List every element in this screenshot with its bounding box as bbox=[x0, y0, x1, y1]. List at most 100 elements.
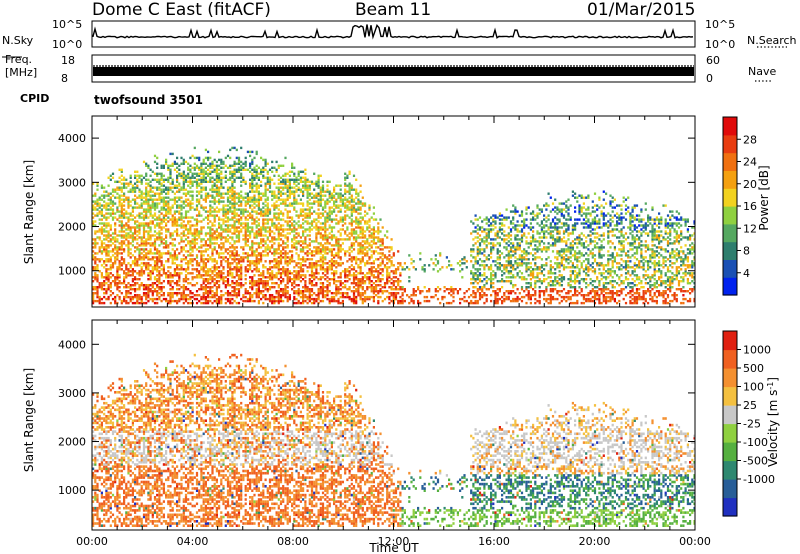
power-cell bbox=[244, 208, 247, 211]
power-cell bbox=[100, 286, 103, 289]
power-cell bbox=[299, 270, 302, 273]
power-cell bbox=[129, 228, 132, 231]
power-cell bbox=[251, 280, 254, 283]
power-cell bbox=[231, 274, 234, 277]
power-cell bbox=[293, 224, 296, 227]
power-cell bbox=[348, 278, 351, 281]
power-cell bbox=[394, 272, 398, 275]
power-cell bbox=[202, 238, 205, 241]
power-cell bbox=[308, 238, 311, 241]
power-cell bbox=[249, 234, 252, 237]
power-cell bbox=[215, 252, 218, 255]
power-cell bbox=[273, 192, 276, 195]
power-cell bbox=[324, 268, 327, 271]
power-cell bbox=[242, 299, 245, 303]
power-cell bbox=[319, 216, 322, 219]
power-cell bbox=[195, 242, 199, 245]
power-cell bbox=[302, 256, 305, 259]
power-cell bbox=[339, 288, 342, 291]
power-cell bbox=[246, 202, 249, 205]
power-cell bbox=[284, 286, 287, 289]
nsearch-bottom-tick: 10^0 bbox=[705, 38, 735, 51]
power-cell bbox=[295, 222, 298, 225]
power-cell bbox=[178, 210, 181, 213]
power-cell bbox=[200, 297, 203, 301]
power-cell bbox=[191, 182, 194, 185]
power-cell bbox=[321, 184, 325, 187]
power-cell bbox=[156, 297, 159, 301]
power-cell bbox=[297, 170, 300, 173]
power-cell bbox=[361, 294, 364, 297]
power-cell bbox=[184, 204, 188, 207]
power-cell bbox=[160, 218, 163, 221]
power-cell bbox=[240, 297, 243, 301]
power-cell bbox=[184, 216, 188, 219]
power-cell bbox=[324, 200, 327, 203]
power-cell bbox=[328, 200, 331, 203]
power-cell bbox=[162, 294, 165, 297]
power-cell bbox=[178, 242, 181, 245]
power-cell bbox=[251, 250, 254, 253]
power-cell bbox=[244, 226, 247, 229]
power-cell bbox=[240, 246, 243, 249]
power-cell bbox=[357, 242, 360, 245]
power-cell bbox=[198, 230, 201, 233]
power-cell bbox=[266, 238, 269, 241]
power-cell bbox=[156, 178, 159, 181]
power-cell bbox=[184, 224, 188, 227]
power-cell bbox=[198, 158, 201, 162]
power-cell bbox=[271, 220, 274, 223]
power-cell bbox=[275, 282, 278, 285]
power-cell bbox=[266, 178, 269, 181]
power-cell bbox=[288, 295, 291, 299]
power-cell bbox=[271, 218, 274, 221]
power-cell bbox=[381, 262, 384, 265]
power-cell bbox=[94, 246, 97, 249]
power-cell bbox=[397, 299, 400, 303]
power-cell bbox=[215, 260, 218, 263]
power-cell bbox=[220, 290, 223, 293]
power-cell bbox=[211, 162, 214, 165]
power-cell bbox=[352, 268, 356, 271]
power-cell bbox=[187, 301, 190, 305]
power-cell bbox=[277, 230, 280, 233]
power-cell bbox=[145, 222, 148, 225]
power-cell bbox=[178, 234, 181, 237]
power-cell bbox=[187, 166, 190, 169]
power-cell bbox=[337, 252, 340, 255]
power-cell bbox=[153, 262, 157, 265]
power-cell bbox=[257, 290, 260, 293]
power-cell bbox=[142, 210, 146, 213]
power-cell bbox=[173, 222, 176, 225]
power-cell bbox=[352, 286, 356, 289]
power-cell bbox=[153, 172, 157, 175]
power-cell bbox=[127, 240, 130, 243]
power-cell bbox=[218, 194, 221, 197]
power-cell bbox=[359, 222, 362, 225]
power-cell bbox=[136, 220, 139, 223]
power-cell bbox=[251, 260, 254, 263]
power-cell bbox=[359, 278, 362, 281]
power-cell bbox=[321, 268, 325, 271]
power-cell bbox=[165, 242, 168, 245]
power-cell bbox=[297, 301, 300, 305]
power-cell bbox=[339, 234, 342, 237]
power-cell bbox=[277, 198, 280, 201]
power-cell bbox=[233, 242, 236, 245]
power-cell bbox=[207, 216, 210, 219]
power-cell bbox=[350, 256, 353, 259]
power-cell bbox=[147, 242, 150, 245]
power-cell bbox=[147, 236, 150, 239]
power-cell bbox=[200, 268, 203, 271]
power-cell bbox=[313, 272, 316, 275]
power-cell bbox=[251, 208, 254, 211]
power-cell bbox=[284, 192, 287, 195]
power-cell bbox=[330, 220, 333, 223]
power-cell bbox=[151, 244, 154, 247]
power-cell bbox=[176, 190, 179, 193]
power-cell bbox=[158, 280, 161, 283]
power-cell bbox=[240, 146, 243, 150]
power-cell bbox=[198, 190, 201, 193]
power-cell bbox=[266, 180, 269, 183]
power-cell bbox=[244, 290, 247, 293]
